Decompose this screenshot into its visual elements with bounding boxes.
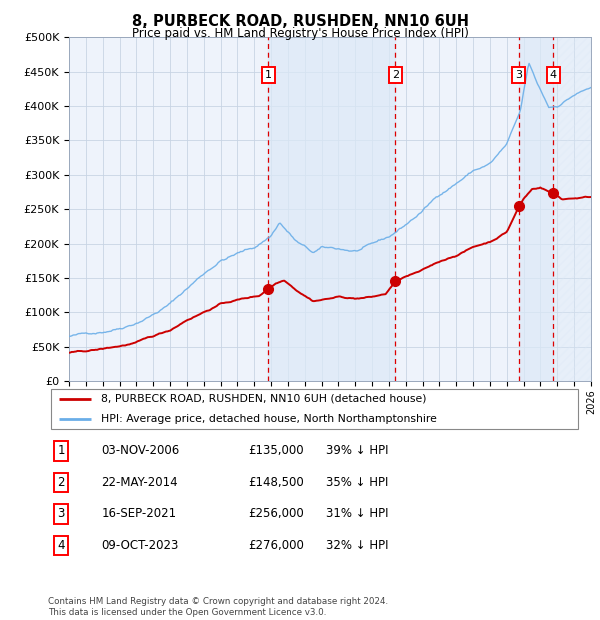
Text: Contains HM Land Registry data © Crown copyright and database right 2024.
This d: Contains HM Land Registry data © Crown c… [48, 598, 388, 617]
Bar [268, 37, 395, 381]
Text: 2: 2 [58, 476, 65, 489]
Text: £276,000: £276,000 [248, 539, 304, 552]
Text: 16-SEP-2021: 16-SEP-2021 [101, 507, 176, 520]
Text: 31% ↓ HPI: 31% ↓ HPI [326, 507, 388, 520]
Text: £135,000: £135,000 [248, 445, 304, 458]
Text: HPI: Average price, detached house, North Northamptonshire: HPI: Average price, detached house, Nort… [101, 414, 437, 423]
Text: 4: 4 [550, 70, 557, 80]
Text: 3: 3 [58, 507, 65, 520]
Text: 3: 3 [515, 70, 522, 80]
Text: 32% ↓ HPI: 32% ↓ HPI [326, 539, 388, 552]
Bar [519, 37, 553, 381]
Text: 2: 2 [392, 70, 399, 80]
Text: 8, PURBECK ROAD, RUSHDEN, NN10 6UH: 8, PURBECK ROAD, RUSHDEN, NN10 6UH [131, 14, 469, 29]
Text: 22-MAY-2014: 22-MAY-2014 [101, 476, 178, 489]
Text: 35% ↓ HPI: 35% ↓ HPI [326, 476, 388, 489]
Text: £148,500: £148,500 [248, 476, 304, 489]
FancyBboxPatch shape [50, 389, 578, 429]
Text: 03-NOV-2006: 03-NOV-2006 [101, 445, 179, 458]
Bar [553, 37, 591, 381]
Text: 4: 4 [58, 539, 65, 552]
Text: 39% ↓ HPI: 39% ↓ HPI [326, 445, 388, 458]
Text: 1: 1 [265, 70, 272, 80]
Text: 8, PURBECK ROAD, RUSHDEN, NN10 6UH (detached house): 8, PURBECK ROAD, RUSHDEN, NN10 6UH (deta… [101, 394, 427, 404]
Text: 1: 1 [58, 445, 65, 458]
Text: Price paid vs. HM Land Registry's House Price Index (HPI): Price paid vs. HM Land Registry's House … [131, 27, 469, 40]
Text: £256,000: £256,000 [248, 507, 304, 520]
Text: 09-OCT-2023: 09-OCT-2023 [101, 539, 179, 552]
